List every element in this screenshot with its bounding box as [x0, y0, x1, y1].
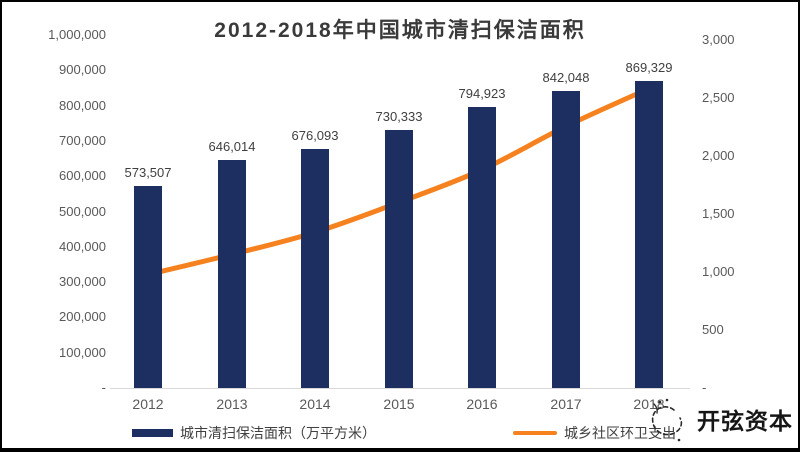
- y-axis-right-tick-label: 3,000: [702, 32, 735, 47]
- x-axis-tick-label: 2012: [132, 396, 164, 412]
- bar-value-label: 730,333: [375, 109, 423, 125]
- bar-2014: [301, 149, 329, 388]
- y-axis-left-tick-label: -: [101, 380, 106, 395]
- legend-item-bar: 城市清扫保洁面积（万平方米）: [132, 423, 376, 443]
- y-axis-right-tick-label: 500: [702, 322, 724, 337]
- x-axis-tick-label: 2017: [550, 396, 582, 412]
- bar-legend-label: 城市清扫保洁面积（万平方米）: [180, 425, 376, 441]
- bar-value-label: 794,923: [458, 86, 506, 102]
- y-axis-left-tick-label: 900,000: [59, 62, 106, 78]
- bar-2013: [218, 159, 246, 388]
- x-axis-tick-label: 2015: [383, 396, 415, 412]
- y-axis-left-tick-label: 100,000: [59, 344, 106, 360]
- y-axis-left-tick-label: 1,000,000: [48, 27, 106, 42]
- line-legend-swatch-icon: [513, 431, 557, 435]
- y-axis-right-tick-label: -: [702, 380, 707, 395]
- x-axis-tick-label: 2014: [299, 396, 331, 412]
- bar-2012: [134, 185, 162, 388]
- bar-2015: [385, 130, 413, 388]
- chart-title: 2012-2018年中国城市清扫保洁面积: [214, 19, 586, 42]
- y-axis-right-tick-label: 1,500: [702, 206, 735, 221]
- logo-scribble-icon: [651, 398, 683, 442]
- legend-item-line: 城乡社区环卫支出: [513, 423, 676, 443]
- bar-value-label: 676,093: [291, 128, 339, 144]
- bar-value-label: 869,329: [625, 60, 673, 76]
- bar-value-label: 646,014: [208, 138, 256, 154]
- bar-legend-swatch-icon: [132, 429, 173, 437]
- line-legend-label: 城乡社区环卫支出: [564, 425, 676, 441]
- x-axis-tick-label: 2013: [216, 396, 248, 412]
- bar-value-label: 573,507: [124, 164, 172, 180]
- y-axis-left-tick-label: 700,000: [59, 132, 106, 148]
- bar-2016: [468, 107, 496, 388]
- y-axis-left-tick-label: 400,000: [59, 238, 106, 254]
- x-axis-tick-label: 2016: [466, 396, 498, 412]
- y-axis-left-tick-label: 500,000: [59, 203, 106, 219]
- x-axis-line: [110, 388, 690, 389]
- y-axis-left-tick-label: 200,000: [59, 309, 106, 325]
- y-axis-right-tick-label: 2,500: [702, 90, 735, 105]
- bar-value-label: 842,048: [542, 69, 590, 85]
- y-axis-right-tick-label: 1,000: [702, 264, 735, 279]
- watermark-text: 开弦资本: [697, 408, 793, 434]
- y-axis-left-tick-label: 800,000: [59, 97, 106, 113]
- y-axis-left-tick-label: 300,000: [59, 274, 106, 290]
- bar-2018: [635, 81, 663, 388]
- bar-2017: [552, 90, 580, 388]
- y-axis-left-tick-label: 600,000: [59, 168, 106, 184]
- y-axis-right-tick-label: 2,000: [702, 148, 735, 163]
